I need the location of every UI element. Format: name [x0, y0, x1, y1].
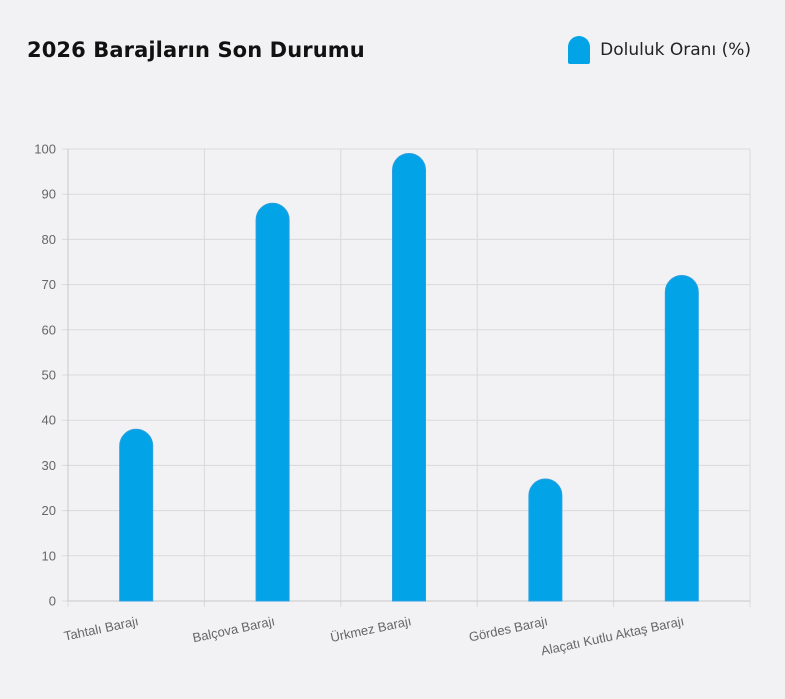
x-category-label: Alaçatı Kutlu Aktaş Barajı: [540, 613, 686, 658]
chart-title: 2026 Barajların Son Durumu: [27, 38, 365, 62]
x-category-label: Tahtalı Barajı: [62, 613, 139, 643]
y-tick-label: 70: [42, 277, 56, 292]
x-category-label: Gördes Barajı: [467, 613, 549, 644]
bar-4: [528, 478, 563, 602]
y-tick-label: 50: [42, 368, 56, 383]
y-tick-label: 80: [42, 232, 56, 247]
y-tick-label: 20: [42, 503, 56, 518]
legend-swatch: [568, 36, 591, 64]
y-tick-label: 90: [42, 187, 56, 202]
bar-3: [392, 153, 426, 602]
x-category-label: Balçova Barajı: [191, 613, 276, 645]
y-tick-label: 60: [42, 322, 56, 337]
legend-label: Doluluk Oranı (%): [600, 40, 751, 60]
bar-5: [664, 275, 699, 602]
y-tick-label: 40: [42, 413, 56, 428]
y-tick-label: 0: [49, 594, 56, 609]
bar-1: [119, 428, 154, 602]
chart-legend[interactable]: Doluluk Oranı (%): [568, 36, 751, 64]
bar-2: [255, 202, 290, 602]
y-tick-label: 10: [42, 548, 56, 563]
y-tick-label: 100: [34, 142, 56, 157]
y-tick-label: 30: [42, 458, 56, 473]
x-category-label: Ürkmez Barajı: [329, 613, 413, 645]
